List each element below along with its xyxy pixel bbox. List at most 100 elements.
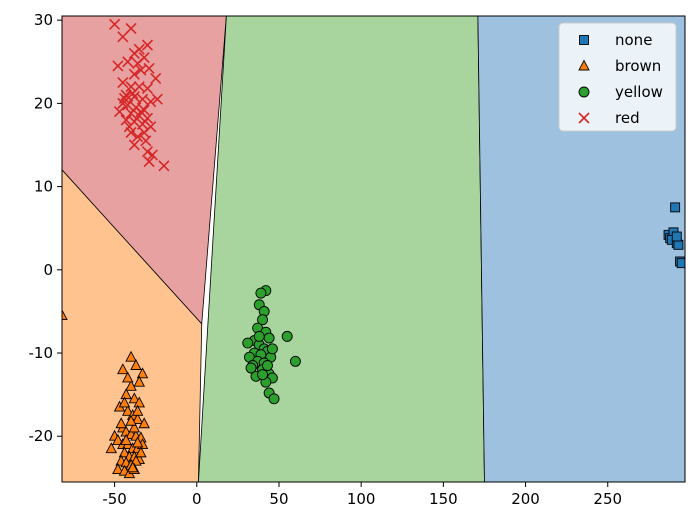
- point-brown: [131, 413, 144, 425]
- point-yellow: [245, 362, 257, 374]
- x-tick-label: 0: [192, 490, 202, 508]
- point-red: [132, 57, 144, 69]
- point-red: [109, 18, 121, 30]
- point-brown: [62, 309, 68, 321]
- point-brown: [138, 417, 150, 429]
- point-brown: [130, 454, 142, 466]
- point-brown: [125, 414, 137, 426]
- point-brown: [112, 463, 124, 474]
- legend: none brown yellow red: [558, 22, 677, 132]
- point-brown: [105, 442, 118, 454]
- point-red: [138, 126, 150, 139]
- x-tick-label: 250: [593, 490, 622, 508]
- point-red: [151, 93, 163, 105]
- legend-label-none: none: [615, 31, 652, 49]
- point-red: [141, 82, 154, 94]
- point-brown: [122, 404, 134, 416]
- y-tick-label: 20: [34, 94, 53, 112]
- point-red: [123, 121, 135, 133]
- point-none: [671, 231, 682, 242]
- y-tick-label: 30: [34, 11, 53, 29]
- legend-label-red: red: [615, 109, 640, 127]
- x-tick-label: -50: [102, 490, 127, 508]
- point-yellow: [262, 360, 273, 371]
- point-brown: [126, 461, 139, 473]
- y-tick-label: 0: [43, 261, 53, 279]
- point-yellow: [255, 287, 267, 299]
- point-red: [150, 72, 162, 84]
- point-brown: [131, 436, 144, 448]
- point-red: [135, 106, 147, 118]
- decision-region-yellow: [198, 16, 485, 482]
- point-brown: [125, 350, 137, 362]
- point-brown: [120, 433, 132, 445]
- point-red: [128, 91, 140, 103]
- y-tick-label: 10: [34, 178, 53, 196]
- axes: -50 0 50 100 150 200 250 -20 -10 0 10 20 30: [29, 11, 686, 508]
- point-yellow: [263, 332, 275, 344]
- point-red: [128, 47, 140, 60]
- point-red: [141, 146, 154, 158]
- point-red: [112, 60, 124, 72]
- x-tick-label: 200: [511, 490, 540, 508]
- point-red: [117, 31, 129, 43]
- point-brown: [122, 371, 134, 383]
- plot-frame: [61, 15, 686, 483]
- point-brown: [130, 359, 142, 370]
- point-red: [113, 106, 126, 118]
- point-red: [125, 107, 137, 119]
- point-red: [118, 92, 131, 104]
- decision-region-none: [477, 16, 685, 482]
- point-yellow: [281, 330, 293, 342]
- point-red: [128, 139, 140, 151]
- point-brown: [133, 375, 146, 387]
- point-brown: [131, 404, 144, 416]
- point-red: [143, 62, 155, 74]
- legend-box: [558, 22, 677, 132]
- point-yellow: [268, 393, 280, 405]
- point-brown: [117, 363, 129, 375]
- point-yellow: [253, 330, 265, 342]
- x-tick-label: 150: [429, 490, 458, 508]
- point-brown: [128, 392, 141, 404]
- point-none: [676, 258, 685, 269]
- point-yellow: [266, 343, 278, 355]
- point-brown: [115, 417, 127, 429]
- x-tick-label: 100: [347, 490, 376, 508]
- legend-marker-none: [579, 35, 589, 45]
- point-yellow: [289, 355, 301, 367]
- point-red: [136, 93, 149, 105]
- point-brown: [135, 446, 147, 458]
- point-none: [673, 239, 684, 250]
- y-tick-label: -20: [29, 427, 54, 445]
- point-yellow: [242, 337, 254, 349]
- point-brown: [136, 367, 149, 379]
- x-tick-label: 50: [269, 490, 288, 508]
- point-red: [132, 131, 144, 143]
- data-points: [62, 18, 685, 479]
- point-red: [141, 39, 154, 51]
- point-red: [127, 87, 139, 99]
- point-red: [117, 77, 129, 89]
- point-brown: [128, 421, 141, 433]
- point-red: [145, 96, 157, 108]
- legend-marker-brown: [578, 59, 590, 71]
- legend-label-brown: brown: [615, 57, 661, 75]
- point-red: [158, 160, 170, 172]
- point-brown: [112, 433, 124, 445]
- point-brown: [133, 396, 146, 408]
- point-brown: [120, 388, 132, 400]
- legend-marker-yellow: [578, 86, 590, 98]
- point-brown: [118, 446, 131, 458]
- point-red: [125, 81, 137, 93]
- point-red: [122, 56, 134, 68]
- point-red: [128, 68, 140, 80]
- decision-region-brown: [62, 169, 203, 482]
- point-red: [143, 156, 155, 168]
- legend-marker-red: [578, 112, 590, 124]
- point-brown: [118, 396, 131, 408]
- point-yellow: [257, 314, 268, 326]
- point-none: [670, 202, 681, 213]
